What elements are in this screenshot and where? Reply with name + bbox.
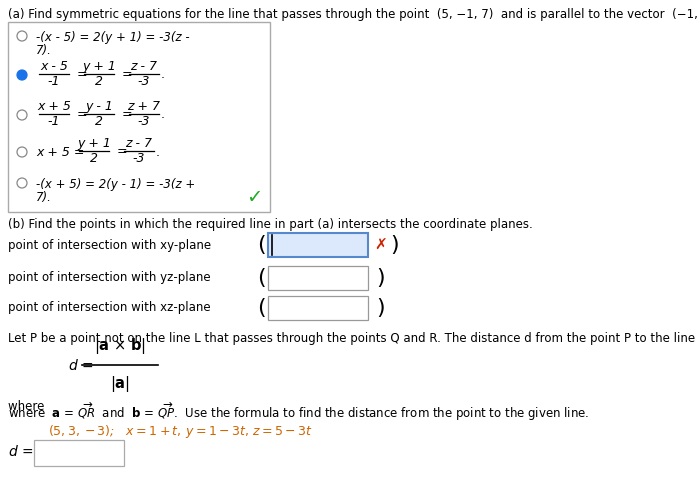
Text: x - 5: x - 5: [40, 60, 68, 73]
Text: ): ): [376, 298, 384, 318]
Text: -3: -3: [138, 115, 150, 128]
Text: 2: 2: [95, 115, 103, 128]
Bar: [268, 266, 368, 290]
Text: 7).: 7).: [36, 191, 52, 204]
Text: |$\mathbf{a}$|: |$\mathbf{a}$|: [110, 374, 130, 394]
Text: $d$ =: $d$ =: [8, 444, 34, 460]
Circle shape: [17, 70, 27, 80]
Text: (: (: [257, 298, 265, 318]
Text: ): ): [376, 268, 384, 288]
Text: -3: -3: [138, 75, 150, 88]
Text: (a) Find symmetric equations for the line that passes through the point  (5, −1,: (a) Find symmetric equations for the lin…: [8, 8, 700, 21]
Text: (b) Find the points in which the required line in part (a) intersects the coordi: (b) Find the points in which the require…: [8, 218, 533, 231]
Text: -1: -1: [48, 75, 60, 88]
Text: z + 7: z + 7: [127, 100, 160, 113]
Text: $d$ =: $d$ =: [68, 358, 93, 372]
Text: -(x - 5) = 2(y + 1) = -3(z -: -(x - 5) = 2(y + 1) = -3(z -: [36, 31, 190, 44]
Text: =: =: [117, 146, 127, 158]
Text: (: (: [257, 235, 265, 255]
Bar: [268, 296, 368, 320]
Text: y + 1: y + 1: [77, 137, 111, 150]
Text: $(5, 3, -3)$;   $x = 1 + t,\, y = 1 - 3t,\, z = 5 - 3t$: $(5, 3, -3)$; $x = 1 + t,\, y = 1 - 3t,\…: [48, 423, 313, 440]
Text: z - 7: z - 7: [125, 137, 153, 150]
Text: x + 5: x + 5: [37, 100, 71, 113]
Text: 7).: 7).: [36, 44, 52, 57]
Bar: [268, 233, 368, 257]
Text: where: where: [8, 400, 52, 413]
Text: 2: 2: [90, 152, 98, 165]
Text: -(x + 5) = 2(y - 1) = -3(z +: -(x + 5) = 2(y - 1) = -3(z +: [36, 178, 195, 191]
Text: (: (: [257, 268, 265, 288]
Text: ): ): [390, 235, 398, 255]
Text: .: .: [161, 109, 165, 122]
Text: ✓: ✓: [246, 188, 262, 207]
Text: point of intersection with xz-plane: point of intersection with xz-plane: [8, 302, 211, 314]
Text: z - 7: z - 7: [130, 60, 158, 73]
Bar: [34, 440, 124, 466]
Text: where  $\mathbf{a}$ = $\overrightarrow{QR}$  and  $\mathbf{b}$ = $\overrightarro: where $\mathbf{a}$ = $\overrightarrow{QR…: [8, 400, 589, 423]
Text: y - 1: y - 1: [85, 100, 113, 113]
Text: 2: 2: [95, 75, 103, 88]
Text: point of intersection with xy-plane: point of intersection with xy-plane: [8, 239, 211, 251]
Text: =: =: [77, 109, 88, 122]
Bar: [8, 22, 270, 212]
Text: =: =: [122, 68, 132, 82]
Text: =: =: [77, 68, 88, 82]
Text: Let P be a point not on the line L that passes through the points Q and R. The d: Let P be a point not on the line L that …: [8, 332, 700, 345]
Text: point of intersection with yz-plane: point of intersection with yz-plane: [8, 272, 211, 284]
Text: y + 1: y + 1: [82, 60, 116, 73]
Text: .: .: [156, 146, 160, 158]
Text: x + 5 =: x + 5 =: [36, 146, 85, 158]
Text: -3: -3: [133, 152, 146, 165]
Text: -1: -1: [48, 115, 60, 128]
Text: |$\mathbf{a}$ × $\mathbf{b}$|: |$\mathbf{a}$ × $\mathbf{b}$|: [94, 336, 146, 356]
Text: ✗: ✗: [374, 238, 386, 252]
Text: =: =: [122, 109, 132, 122]
Text: .: .: [161, 68, 165, 82]
